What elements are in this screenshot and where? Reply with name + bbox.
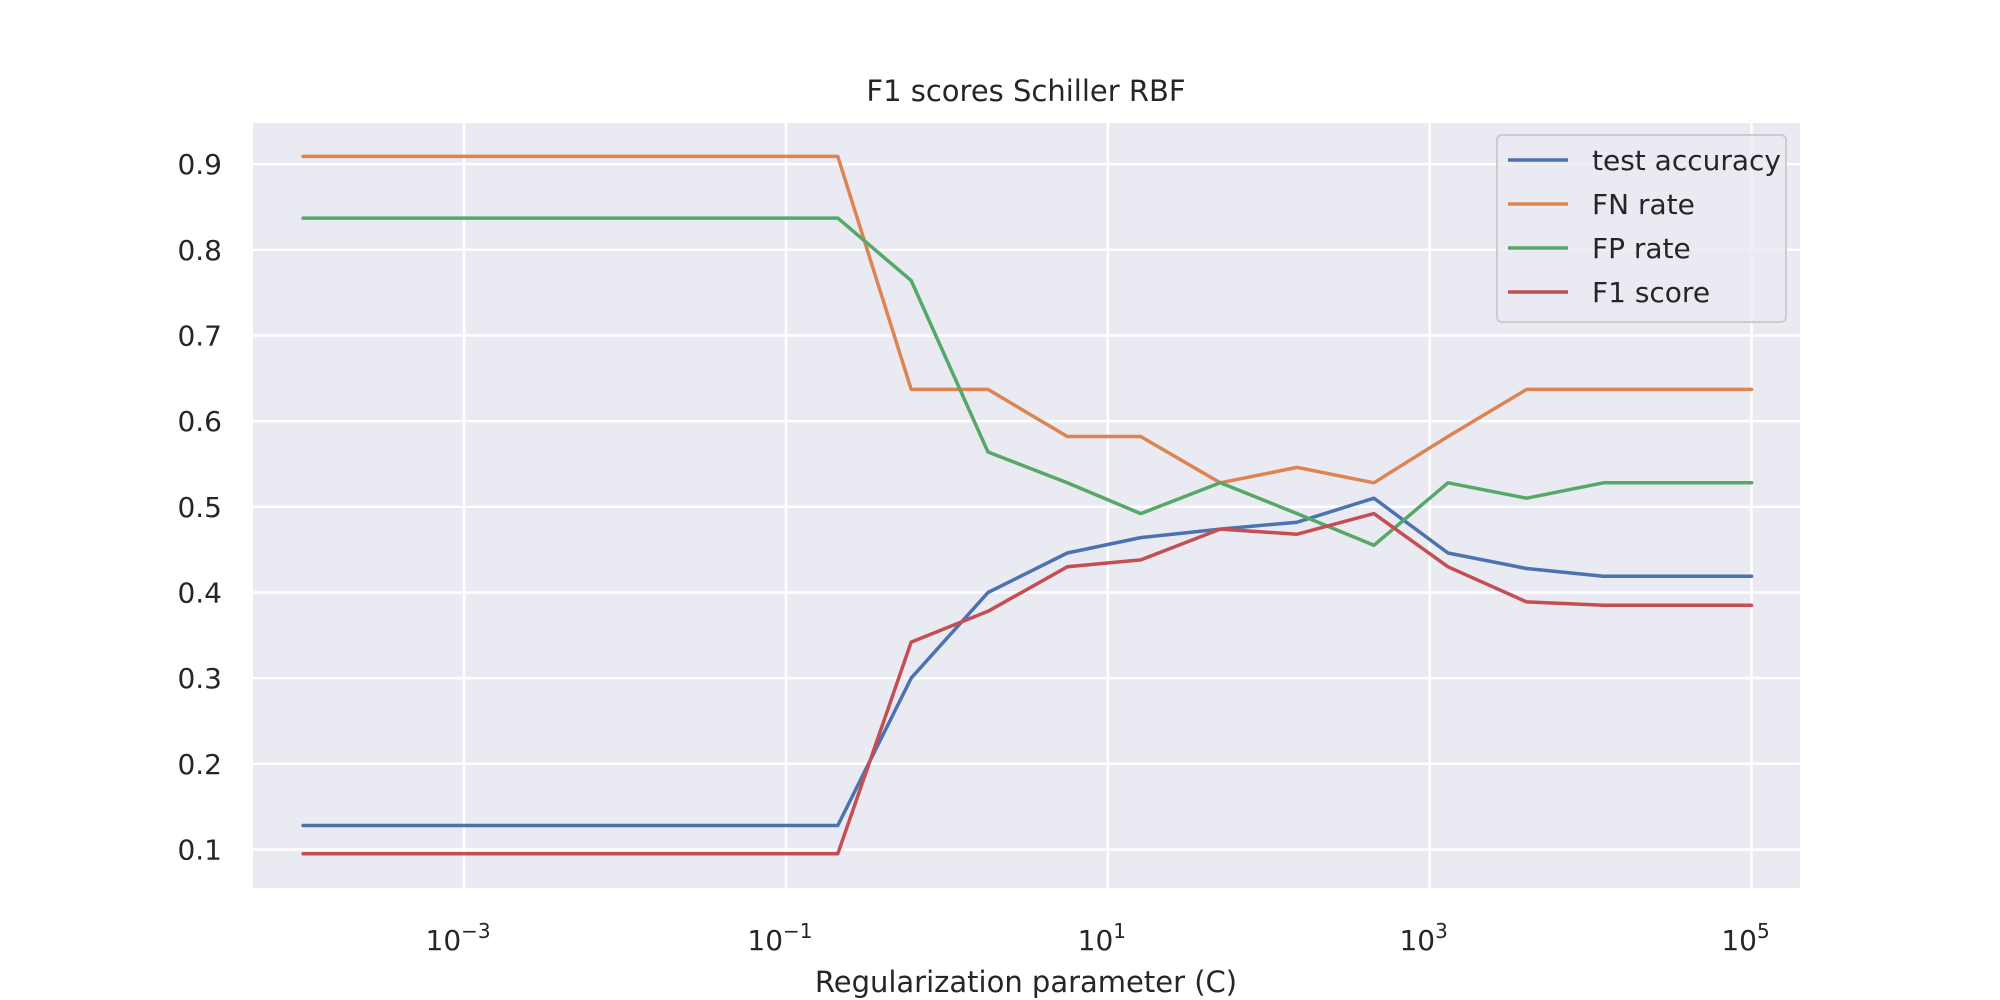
- x-tick-label: 10−1: [747, 919, 812, 957]
- y-tick-label: 0.4: [177, 576, 222, 609]
- y-tick-label: 0.7: [177, 319, 222, 352]
- y-tick-label: 0.1: [177, 833, 222, 866]
- legend: test accuracy FN rate FP rate F1 score: [1496, 134, 1787, 323]
- x-axis-ticks: 10−3 10−1 101 103 105: [426, 919, 1770, 957]
- x-tick-label: 105: [1721, 919, 1769, 957]
- series-line-f1-score: [301, 511, 1754, 856]
- y-tick-label: 0.2: [177, 748, 222, 781]
- grid-lines: [253, 123, 1800, 888]
- legend-label: FP rate: [1592, 232, 1691, 265]
- y-axis-ticks: 0.1 0.2 0.3 0.4 0.5 0.6 0.7 0.8 0.9: [177, 148, 222, 866]
- series-lines: [301, 154, 1754, 856]
- legend-box: [1496, 134, 1787, 323]
- x-tick-label: 103: [1399, 919, 1447, 957]
- y-tick-label: 0.9: [177, 148, 222, 181]
- x-axis-label: Regularization parameter (C): [815, 965, 1237, 999]
- y-tick-label: 0.3: [177, 662, 222, 695]
- x-tick-label: 10−3: [426, 919, 491, 957]
- series-line-test-accuracy: [301, 496, 1754, 828]
- y-tick-label: 0.5: [177, 491, 222, 524]
- series-line-fp-rate: [301, 216, 1754, 548]
- legend-label: FN rate: [1592, 188, 1695, 221]
- chart-title: F1 scores Schiller RBF: [866, 74, 1185, 108]
- x-tick-label: 101: [1078, 919, 1126, 957]
- legend-label: test accuracy: [1592, 144, 1781, 177]
- y-tick-label: 0.6: [177, 405, 222, 438]
- legend-label: F1 score: [1592, 276, 1710, 309]
- series-line-fn-rate: [301, 154, 1754, 485]
- y-tick-label: 0.8: [177, 234, 222, 267]
